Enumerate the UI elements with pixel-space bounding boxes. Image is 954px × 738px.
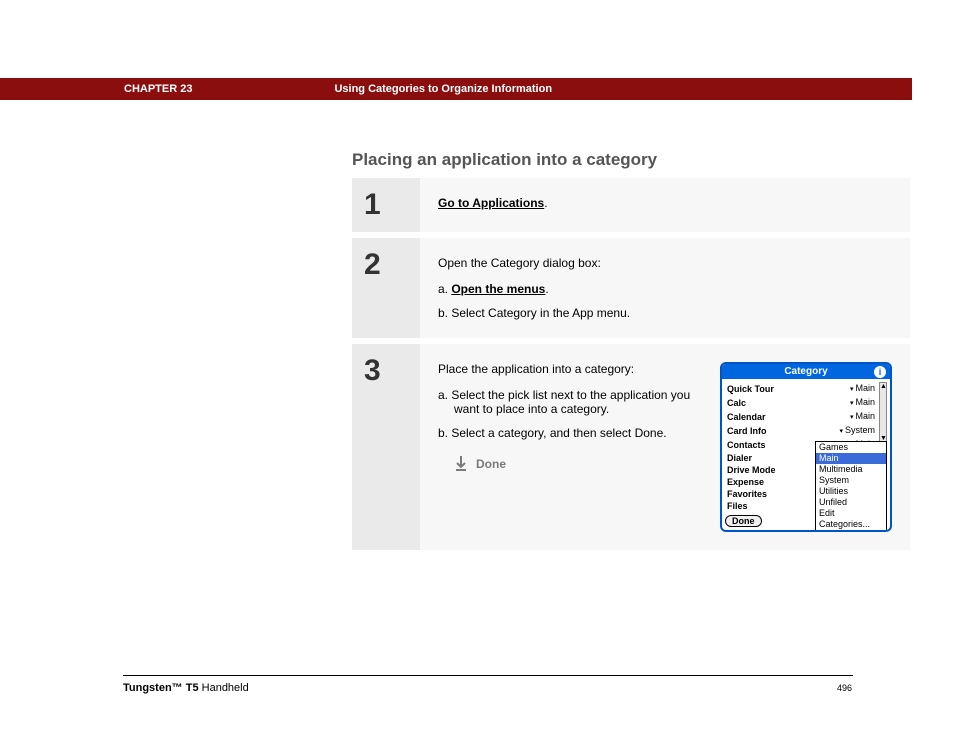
dropdown-triangle-icon: ▾ [850,386,854,393]
category-dialog-screenshot: Category i Quick Tour▾MainCalc▾MainCalen… [720,362,892,532]
step-row-3: 3 Place the application into a category:… [352,344,910,550]
dropdown-triangle-icon: ▾ [850,414,854,421]
app-row[interactable]: Calendar ▾Main [725,410,877,424]
dialog-done-button[interactable]: Done [725,515,762,527]
footer-product-rest: Handheld [199,682,249,694]
category-text: Main [855,383,875,393]
step-number-cell: 2 [352,238,420,338]
dropdown-triangle-icon: ▾ [850,400,854,407]
step-number-cell: 3 [352,344,420,550]
footer-rule [123,675,853,676]
step-content: Place the application into a category: a… [420,344,910,550]
step2-intro: Open the Category dialog box: [438,256,892,270]
step-content: Go to Applications. [420,178,910,232]
step-row-1: 1 Go to Applications. [352,178,910,238]
footer-product-bold: Tungsten™ T5 [123,682,199,694]
step2-a-suffix: . [545,282,548,296]
steps-table: 1 Go to Applications. 2 Open the Categor… [352,178,910,550]
app-category-value[interactable]: ▾System [839,424,875,438]
app-name: Contacts [727,439,766,451]
dropdown-item[interactable]: Edit Categories... [816,508,886,530]
dropdown-item[interactable]: Unfiled [816,497,886,508]
dialog-title: Category [784,366,827,377]
dialog-titlebar: Category i [722,364,890,379]
dropdown-item[interactable]: Multimedia [816,464,886,475]
app-name: Expense [727,476,764,488]
section-heading: Placing an application into a category [352,150,657,170]
app-name: Calc [727,397,746,409]
scrollbar[interactable]: ▲ ▼ [879,382,887,444]
step2-a: a. Open the menus. [438,282,892,296]
app-category-value[interactable]: ▾Main [850,410,875,424]
app-name: Card Info [727,425,767,437]
chapter-title: Using Categories to Organize Information [334,83,552,95]
step3-a: a. Select the pick list next to the appl… [438,388,706,416]
footer-product: Tungsten™ T5 Handheld [123,682,249,694]
step3-intro: Place the application into a category: [438,362,706,376]
open-the-menus-link[interactable]: Open the menus [451,282,545,296]
category-dropdown[interactable]: GamesMainMultimediaSystemUtilitiesUnfile… [815,441,887,531]
app-name: Favorites [727,488,767,500]
step-number-cell: 1 [352,178,420,232]
category-text: Main [855,397,875,407]
app-name: Files [727,500,748,512]
dropdown-item[interactable]: System [816,475,886,486]
dropdown-item[interactable]: Main [816,453,886,464]
go-to-applications-link[interactable]: Go to Applications [438,196,544,210]
app-name: Calendar [727,411,766,423]
app-category-value[interactable]: ▾Main [850,382,875,396]
done-label: Done [476,457,506,471]
done-arrow-icon [454,456,468,472]
app-row[interactable]: Calc ▾Main [725,396,877,410]
app-row[interactable]: Card Info ▾System [725,424,877,438]
page-number: 496 [837,683,852,693]
dropdown-triangle-icon: ▾ [839,428,843,435]
dropdown-item[interactable]: Utilities [816,486,886,497]
app-name: Drive Mode [727,464,776,476]
category-text: System [845,425,875,435]
step-content: Open the Category dialog box: a. Open th… [420,238,910,338]
step2-a-prefix: a. [438,282,451,296]
step2-b: b. Select Category in the App menu. [438,306,892,320]
step-number: 1 [364,188,408,222]
step1-suffix: . [544,196,547,210]
step3-text: Place the application into a category: a… [438,362,706,532]
app-name: Quick Tour [727,383,774,395]
category-text: Main [855,411,875,421]
chapter-header: CHAPTER 23 Using Categories to Organize … [0,78,912,100]
step-number: 2 [364,248,408,282]
app-row[interactable]: Quick Tour ▾Main [725,382,877,396]
chapter-number: CHAPTER 23 [124,83,192,95]
app-category-value[interactable]: ▾Main [850,396,875,410]
step-row-2: 2 Open the Category dialog box: a. Open … [352,238,910,344]
step3-b: b. Select a category, and then select Do… [438,426,706,440]
app-name: Dialer [727,452,752,464]
scroll-up-icon[interactable]: ▲ [880,383,886,391]
step-number: 3 [364,354,408,388]
dropdown-item[interactable]: Games [816,442,886,453]
info-icon[interactable]: i [874,366,886,378]
done-indicator: Done [438,456,706,472]
